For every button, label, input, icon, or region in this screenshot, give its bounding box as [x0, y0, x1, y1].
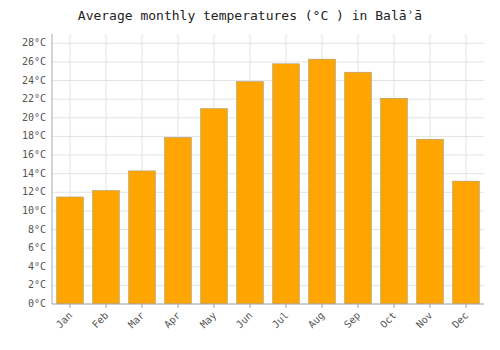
bar [93, 190, 120, 304]
x-tick [358, 304, 359, 308]
x-tick [394, 304, 395, 308]
x-tick-label: Jul [270, 310, 291, 331]
y-grid-line [52, 304, 484, 305]
bar [273, 64, 300, 304]
y-tick-label: 0°C [28, 298, 46, 309]
y-tick-label: 2°C [28, 279, 46, 290]
y-grid-line [52, 61, 484, 62]
x-tick-label: Oct [378, 310, 399, 331]
x-tick [430, 304, 431, 308]
y-tick-label: 22°C [22, 93, 46, 104]
y-tick-label: 14°C [22, 168, 46, 179]
x-tick [70, 304, 71, 308]
x-tick [142, 304, 143, 308]
y-tick-label: 18°C [22, 130, 46, 141]
y-tick-label: 12°C [22, 186, 46, 197]
x-tick-label: Mar [126, 310, 147, 331]
chart-container: Average monthly temperatures (°C ) in Ba… [0, 0, 500, 350]
x-tick-label: Sep [342, 310, 363, 331]
x-tick [286, 304, 287, 308]
bar [417, 139, 444, 304]
y-tick-label: 26°C [22, 56, 46, 67]
x-tick [322, 304, 323, 308]
x-tick [106, 304, 107, 308]
y-grid-line [52, 117, 484, 118]
bar [345, 72, 372, 304]
x-axis-line [52, 304, 484, 305]
x-tick [466, 304, 467, 308]
y-tick-label: 6°C [28, 242, 46, 253]
bar [201, 108, 228, 304]
x-tick-label: Aug [306, 310, 327, 331]
bar [309, 59, 336, 304]
x-tick-label: May [198, 310, 219, 331]
x-tick-label: Apr [162, 310, 183, 331]
bar [57, 197, 84, 304]
y-grid-line [52, 136, 484, 137]
x-tick [178, 304, 179, 308]
y-tick-label: 10°C [22, 205, 46, 216]
bar [381, 98, 408, 304]
x-tick [214, 304, 215, 308]
grid [52, 34, 484, 304]
x-tick-label: Nov [414, 310, 435, 331]
y-grid-line [52, 99, 484, 100]
y-tick-label: 24°C [22, 75, 46, 86]
y-tick-label: 16°C [22, 149, 46, 160]
x-tick-label: Dec [450, 310, 471, 331]
x-tick-label: Jun [234, 310, 255, 331]
y-tick-label: 8°C [28, 224, 46, 235]
y-tick-label: 28°C [22, 37, 46, 48]
y-axis-line [52, 34, 53, 304]
x-tick-label: Jan [54, 310, 75, 331]
y-grid-line [52, 43, 484, 44]
bars [57, 59, 480, 304]
y-grid-line [52, 80, 484, 81]
bar [237, 81, 264, 304]
chart: Average monthly temperatures (°C ) in Ba… [0, 0, 500, 350]
y-tick-label: 20°C [22, 112, 46, 123]
title: Average monthly temperatures (°C ) in Ba… [78, 8, 422, 23]
bar [453, 181, 480, 304]
bar [165, 137, 192, 304]
bar [129, 171, 156, 304]
x-tick [250, 304, 251, 308]
x-tick-label: Feb [90, 310, 111, 331]
y-tick-label: 4°C [28, 261, 46, 272]
